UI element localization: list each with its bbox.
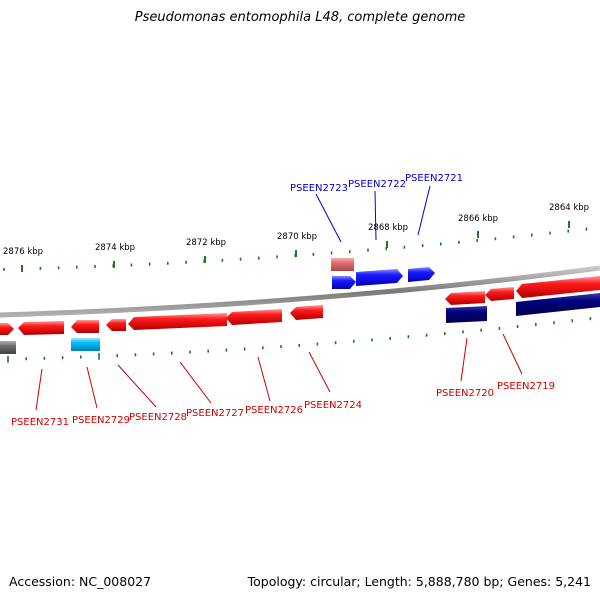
gene-pseen2723-pink[interactable]	[331, 258, 354, 271]
gene-pseen2731[interactable]	[18, 321, 64, 335]
gene-pseen2727[interactable]	[128, 313, 227, 330]
gene-unlabeled-left[interactable]	[0, 323, 14, 335]
leader-pseen2719	[502, 333, 523, 375]
gene-label-pseen2727: PSEEN2727	[186, 408, 244, 419]
gene-red-right-3[interactable]	[516, 276, 600, 298]
outer-tick-ring	[3, 221, 588, 272]
gene-label-pseen2722: PSEEN2722	[348, 179, 406, 190]
scale-label-2876: 2876 kbp	[3, 247, 43, 257]
gene-label-pseen2723: PSEEN2723	[290, 183, 348, 194]
leader-pseen2726	[257, 356, 271, 402]
gene-pseen2728[interactable]	[106, 319, 126, 331]
footer-accession: Accession: NC_008027	[9, 574, 152, 589]
gene-pseen2719[interactable]	[516, 293, 600, 316]
leader-pseen2731	[35, 368, 43, 411]
leader-pseen2722	[374, 190, 377, 241]
leader-pseen2728	[117, 364, 157, 408]
gene-label-pseen2726: PSEEN2726	[245, 405, 303, 416]
gene-red-right-2[interactable]	[485, 287, 514, 301]
gene-pseen2729-cyan[interactable]	[71, 338, 100, 351]
footer-genome-stats: Topology: circular; Length: 5,888,780 bp…	[247, 574, 591, 589]
gene-label-pseen2728: PSEEN2728	[129, 412, 187, 423]
gene-label-pseen2720: PSEEN2720	[436, 388, 494, 399]
scale-label-2864: 2864 kbp	[549, 203, 589, 213]
leader-pseen2724	[308, 351, 331, 393]
gene-red-right-1[interactable]	[445, 291, 485, 305]
leader-pseen2721	[417, 185, 431, 236]
gene-pseen2723[interactable]	[332, 276, 356, 289]
gene-leader-lines	[35, 185, 523, 411]
inner-tick-ring	[7, 317, 592, 363]
gene-pseen2724[interactable]	[290, 305, 323, 320]
leader-pseen2729	[86, 366, 98, 409]
gene-pseen2721[interactable]	[408, 267, 435, 282]
gene-pseen2722[interactable]	[356, 269, 403, 286]
gene-label-pseen2724: PSEEN2724	[304, 400, 362, 411]
gene-label-pseen2729: PSEEN2729	[72, 415, 130, 426]
leader-pseen2720	[460, 337, 468, 382]
reverse-strand-genes	[331, 258, 600, 323]
genome-backbone	[0, 265, 600, 318]
forward-strand-genes	[0, 276, 600, 354]
gene-label-pseen2721: PSEEN2721	[405, 173, 463, 184]
scale-label-2870: 2870 kbp	[277, 232, 317, 242]
scale-label-2866: 2866 kbp	[458, 214, 498, 224]
gene-pseen2729[interactable]	[71, 320, 99, 333]
leader-pseen2723	[315, 193, 342, 243]
scale-label-2872: 2872 kbp	[186, 238, 226, 248]
gene-pseen2720[interactable]	[446, 306, 487, 323]
map-title: Pseudomonas entomophila L48, complete ge…	[134, 10, 466, 25]
gene-pseen2726[interactable]	[226, 309, 282, 325]
scale-label-2874: 2874 kbp	[95, 243, 135, 253]
gene-label-pseen2719: PSEEN2719	[497, 381, 555, 392]
scale-label-2868: 2868 kbp	[368, 223, 408, 233]
gene-label-pseen2731: PSEEN2731	[11, 417, 69, 428]
gene-pseen2731-gray[interactable]	[0, 341, 16, 354]
leader-pseen2727	[179, 361, 212, 404]
